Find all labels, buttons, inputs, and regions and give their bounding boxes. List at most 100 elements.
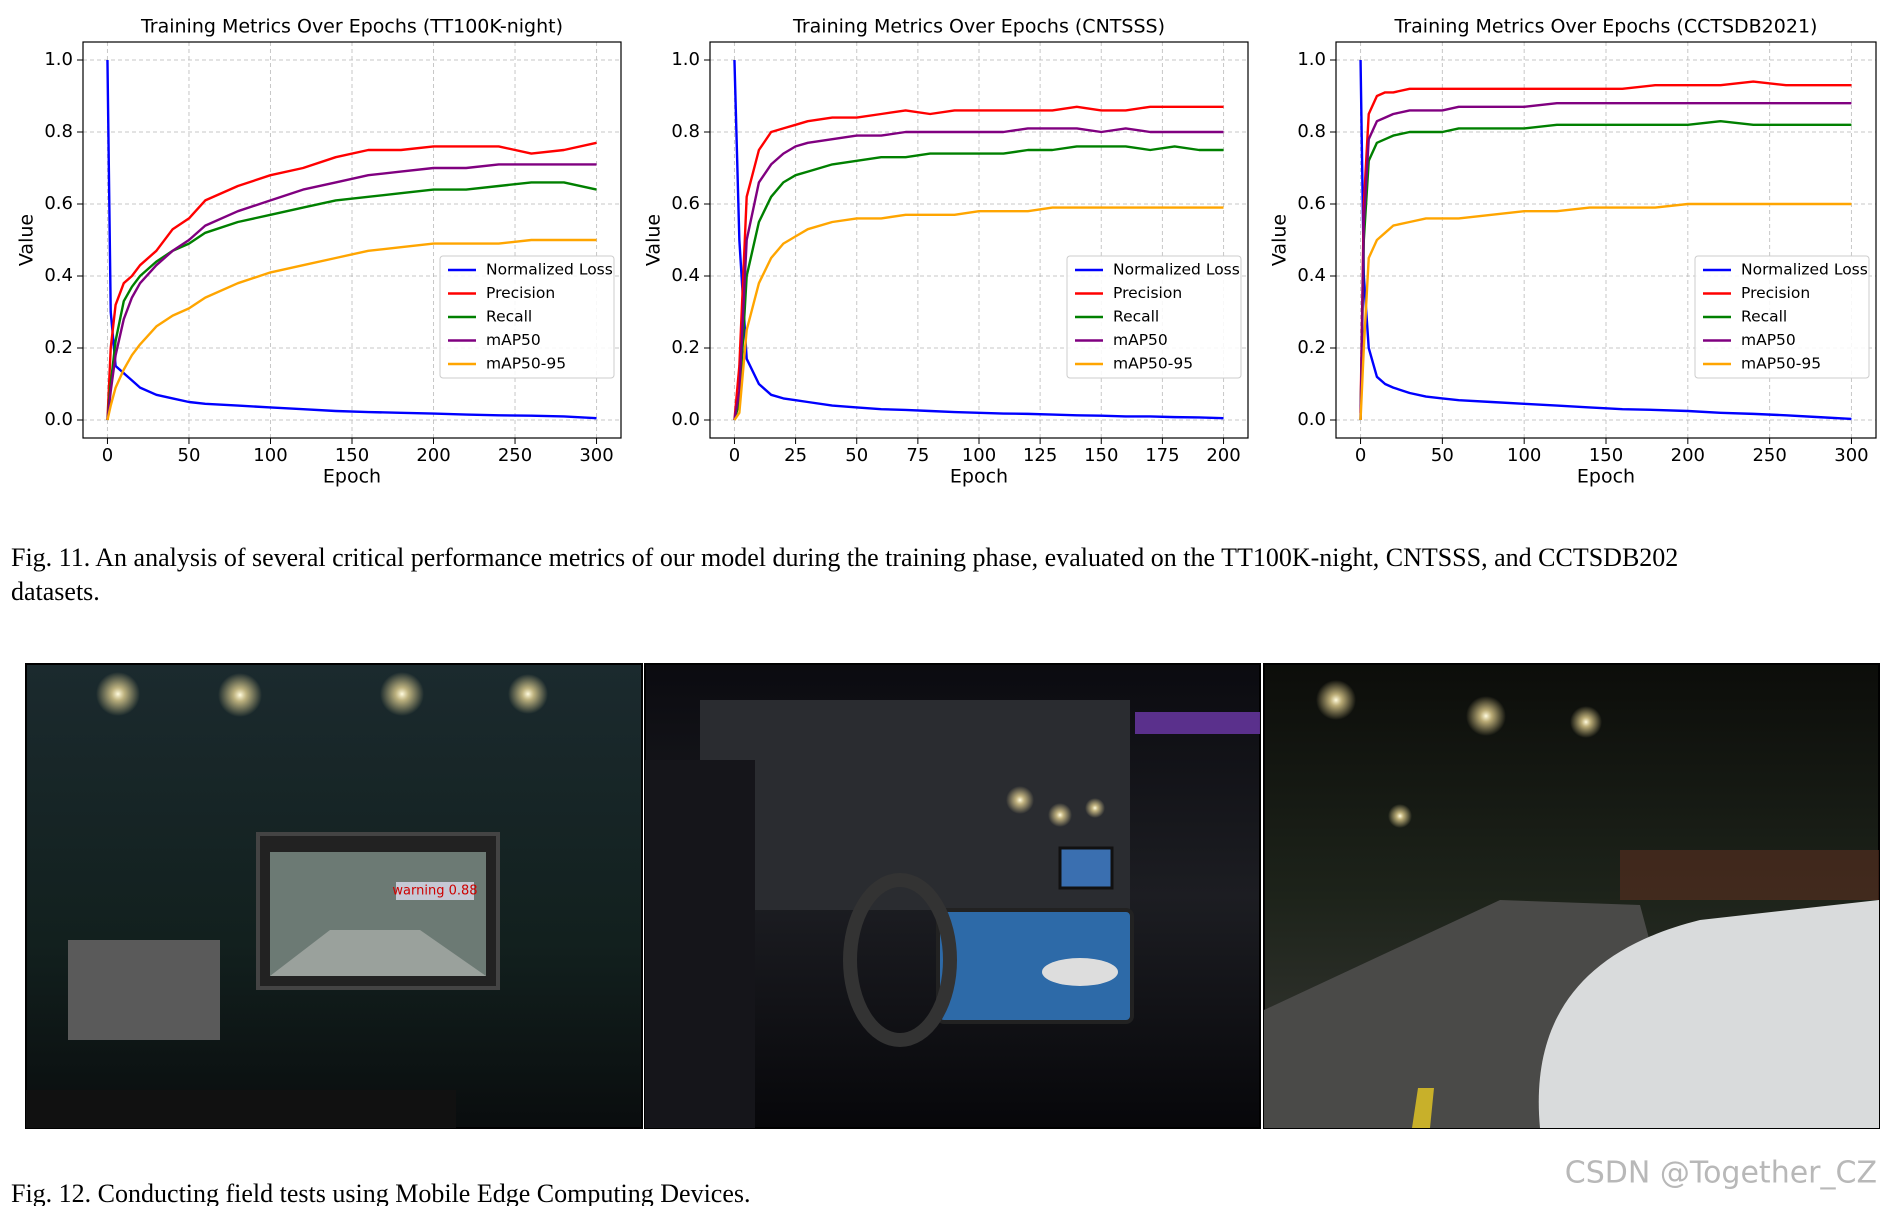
chart: 0.0 0.2 0.4 0.6 0.8 1.0 0 25 50 75 100 125 150 175 200… xyxy=(643,16,1249,488)
series-line xyxy=(106,163,597,421)
legend-label: mAP50 xyxy=(1741,331,1796,349)
series-line xyxy=(106,238,597,421)
x-tick-label: 100 xyxy=(253,445,287,466)
series-line xyxy=(1359,120,1852,421)
legend-label: mAP50 xyxy=(1113,331,1168,349)
x-axis-label: Epoch xyxy=(1577,466,1635,488)
legend-label: Normalized Loss xyxy=(486,261,613,279)
y-tick-label: 0.6 xyxy=(1297,193,1326,214)
x-axis-label: Epoch xyxy=(950,466,1008,488)
legend-frame xyxy=(439,255,615,379)
legend: Normalized Loss Precision Recall mAP50 mAP50… xyxy=(439,255,615,379)
y-tick-label: 0.4 xyxy=(1297,265,1326,286)
series-line xyxy=(733,145,1224,421)
legend-label: Recall xyxy=(1741,308,1787,326)
photo-monitor: warning 0.88 xyxy=(25,663,643,1129)
series-line xyxy=(733,206,1224,421)
x-tick-label: 200 xyxy=(1671,445,1705,466)
x-tick-label: 150 xyxy=(1589,445,1623,466)
y-tick-label: 0.8 xyxy=(1297,121,1326,142)
y-tick-label: 0.0 xyxy=(1297,409,1326,430)
chart: 0.0 0.2 0.4 0.6 0.8 1.0 0 50 100 150 200 250 300 Trai… xyxy=(16,16,622,488)
y-tick-label: 1.0 xyxy=(44,49,73,70)
x-tick-label: 200 xyxy=(416,445,450,466)
x-tick-label: 50 xyxy=(1431,445,1454,466)
x-tick-label: 0 xyxy=(1355,445,1366,466)
series-line xyxy=(106,59,597,420)
legend-label: Recall xyxy=(486,308,532,326)
y-axis-label: Value xyxy=(643,214,665,266)
legend-frame xyxy=(1066,255,1242,379)
legend-label: Precision xyxy=(1113,284,1182,302)
y-tick-label: 0.2 xyxy=(1297,337,1326,358)
legend-label: mAP50 xyxy=(486,331,541,349)
y-tick-label: 0.8 xyxy=(44,121,73,142)
y-axis-label: Value xyxy=(1269,214,1291,266)
series-line xyxy=(733,127,1224,421)
x-tick-label: 125 xyxy=(1023,445,1057,466)
legend: Normalized Loss Precision Recall mAP50 mAP50… xyxy=(1066,255,1242,379)
legend-frame xyxy=(1694,255,1870,379)
y-tick-label: 0.6 xyxy=(671,193,700,214)
series-line xyxy=(1359,59,1852,421)
x-tick-label: 200 xyxy=(1206,445,1240,466)
x-tick-label: 150 xyxy=(335,445,369,466)
x-tick-label: 25 xyxy=(784,445,807,466)
chart-title: Training Metrics Over Epochs (CNTSSS) xyxy=(792,16,1165,38)
legend-label: Precision xyxy=(1741,284,1810,302)
y-tick-label: 1.0 xyxy=(671,49,700,70)
figure-caption: Fig. 11. An analysis of several critical… xyxy=(11,543,1678,572)
y-tick-label: 0.0 xyxy=(671,409,700,430)
x-tick-label: 175 xyxy=(1145,445,1179,466)
x-tick-label: 50 xyxy=(178,445,201,466)
series-line xyxy=(1359,202,1852,421)
axes-frame xyxy=(82,41,622,439)
legend-label: mAP50-95 xyxy=(486,355,566,373)
series-line xyxy=(106,181,597,421)
y-tick-label: 0.2 xyxy=(44,337,73,358)
detection-label: warning 0.88 xyxy=(392,884,477,899)
photo-cockpit xyxy=(644,663,1261,1129)
legend-label: Normalized Loss xyxy=(1741,261,1868,279)
figure-caption: datasets. xyxy=(11,577,100,606)
chart: 0.0 0.2 0.4 0.6 0.8 1.0 0 50 100 150 200 250 300 Trai… xyxy=(1269,16,1877,488)
x-tick-label: 100 xyxy=(1507,445,1541,466)
x-tick-label: 0 xyxy=(729,445,740,466)
y-tick-label: 0.6 xyxy=(44,193,73,214)
legend-label: mAP50-95 xyxy=(1113,355,1193,373)
y-tick-label: 0.2 xyxy=(671,337,700,358)
x-tick-label: 100 xyxy=(962,445,996,466)
watermark: CSDN @Together_CZ xyxy=(1565,1156,1877,1191)
chart-title: Training Metrics Over Epochs (CCTSDB2021… xyxy=(1394,16,1818,38)
figure-caption: Fig. 12. Conducting field tests using Mo… xyxy=(11,1179,751,1206)
series-line xyxy=(1359,80,1852,413)
series-line xyxy=(733,105,1224,421)
x-tick-label: 150 xyxy=(1084,445,1118,466)
photo-street xyxy=(1263,663,1880,1129)
x-tick-label: 300 xyxy=(579,445,613,466)
legend: Normalized Loss Precision Recall mAP50 mAP50… xyxy=(1694,255,1870,379)
x-axis-label: Epoch xyxy=(323,466,381,488)
series-line xyxy=(733,59,1224,420)
y-tick-label: 1.0 xyxy=(1297,49,1326,70)
axes-frame xyxy=(1335,41,1877,439)
legend-label: Normalized Loss xyxy=(1113,261,1240,279)
x-tick-label: 250 xyxy=(1752,445,1786,466)
y-tick-label: 0.8 xyxy=(671,121,700,142)
x-tick-label: 75 xyxy=(906,445,929,466)
legend-label: mAP50-95 xyxy=(1741,355,1821,373)
y-tick-label: 0.4 xyxy=(44,265,73,286)
x-tick-label: 300 xyxy=(1834,445,1868,466)
series-line xyxy=(106,141,597,421)
y-axis-label: Value xyxy=(16,214,38,266)
x-tick-label: 50 xyxy=(845,445,868,466)
axes-frame xyxy=(709,41,1249,439)
x-tick-label: 250 xyxy=(498,445,532,466)
chart-title: Training Metrics Over Epochs (TT100K-nig… xyxy=(140,16,563,38)
y-tick-label: 0.4 xyxy=(671,265,700,286)
legend-label: Precision xyxy=(486,284,555,302)
x-tick-label: 0 xyxy=(102,445,113,466)
y-tick-label: 0.0 xyxy=(44,409,73,430)
